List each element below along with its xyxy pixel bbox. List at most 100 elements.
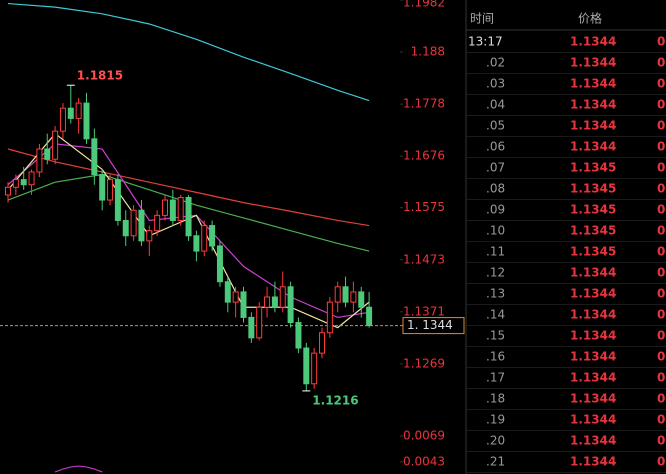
candle-body [193,235,200,252]
time-cell: .13 [486,287,505,301]
moving-average [7,2,370,102]
time-cell: .08 [486,182,505,196]
volume-cell: 0 [657,413,665,427]
price-cell: 1.1344 [570,56,616,70]
price-cell: 1.1344 [570,266,616,280]
moving-average [7,173,370,252]
price-cell: 1.1345 [570,161,616,175]
price-cell: 1.1344 [570,350,616,364]
candle-body [201,225,208,252]
time-cell: .21 [486,455,505,469]
annotation: 1.1216 [312,393,358,407]
price-cell: 1.1344 [570,329,616,343]
time-cell: .09 [486,203,505,217]
time-cell: .18 [486,392,505,406]
volume-cell: 0 [657,455,665,469]
price-cell: 1.1344 [570,35,616,49]
candle-body [28,171,35,186]
candle-body [114,179,121,221]
volume-cell: 0 [657,245,665,259]
volume-cell: 0 [657,392,665,406]
volume-cell: 0 [657,434,665,448]
time-cell: .05 [486,119,505,133]
candle-body [154,214,161,232]
time-cell: .03 [486,77,505,91]
candle-body [311,352,318,385]
candle-body [209,225,216,247]
candle-body [107,179,114,201]
candle-body [83,102,90,140]
candle-body [287,286,294,324]
candle-body [44,148,51,160]
price-cell: 1.1344 [570,371,616,385]
candle-body [303,347,310,385]
time-cell: .12 [486,266,505,280]
y-tick-label: 1.188 [411,45,445,59]
time-cell: .15 [486,329,505,343]
candle-body [185,196,192,237]
time-cell: .14 [486,308,505,322]
y-tick-label: 1.1575 [403,200,445,214]
candle-body [350,291,357,303]
candle-body [224,281,231,303]
price-cell: 1.1344 [570,119,616,133]
time-cell: .16 [486,350,505,364]
candle-body [162,199,168,216]
annotation: 1.1815 [77,69,123,83]
candle-body [122,219,129,237]
volume-cell: 0 [657,56,665,70]
candle-body [240,291,247,318]
price-cell: 1.1344 [570,98,616,112]
candle-body [146,230,153,242]
price-cell: 1.1344 [570,392,616,406]
price-cell: 1.1344 [570,308,616,322]
candle-body [99,174,106,201]
y-tick-label: 1.1676 [403,149,445,163]
candle-body [216,245,223,283]
price-cell: 1.1345 [570,182,616,196]
col-header: 价格 [578,11,602,26]
y-tick-label: 0.0043 [403,455,445,469]
candle-body [295,322,302,349]
volume-cell: 0 [657,224,665,238]
candle-body [326,301,333,334]
volume-cell: 0 [657,119,665,133]
candle-body [67,107,74,119]
candle-body [20,179,27,186]
price-cell: 1.1344 [570,77,616,91]
volume-cell: 0 [657,266,665,280]
candle-body [130,209,137,237]
col-header: 时间 [470,12,494,26]
candle-body [91,138,98,176]
candle-body [334,286,341,303]
volume-cell: 0 [657,308,665,322]
volume-cell: 0 [657,203,665,217]
candle-body [177,196,184,221]
indicator-line [54,465,103,473]
candle-body [169,199,176,221]
candle-body [248,316,255,339]
volume-cell: 0 [657,98,665,112]
candle-body [75,102,82,119]
price-cell: 1.1344 [570,434,616,448]
y-tick-label: 1.1473 [403,252,445,266]
time-cell: .02 [486,56,505,70]
last-price-label: 1. 1344 [407,318,453,332]
y-tick-label: 1.1982 [403,0,445,10]
moving-average [7,148,370,227]
candle-body [256,306,263,339]
y-tick-label: 0.0069 [403,429,445,443]
candle-body [271,296,278,308]
price-cell: 1.1345 [570,224,616,238]
time-cell: 13:17 [468,35,503,49]
y-tick-label: 1.1269 [403,356,445,370]
candle-body [12,179,19,188]
last-price-box [402,317,465,335]
price-cell: 1.1344 [570,455,616,469]
time-cell: .20 [486,434,505,448]
candle-body [366,306,373,327]
candle-body [232,291,239,303]
